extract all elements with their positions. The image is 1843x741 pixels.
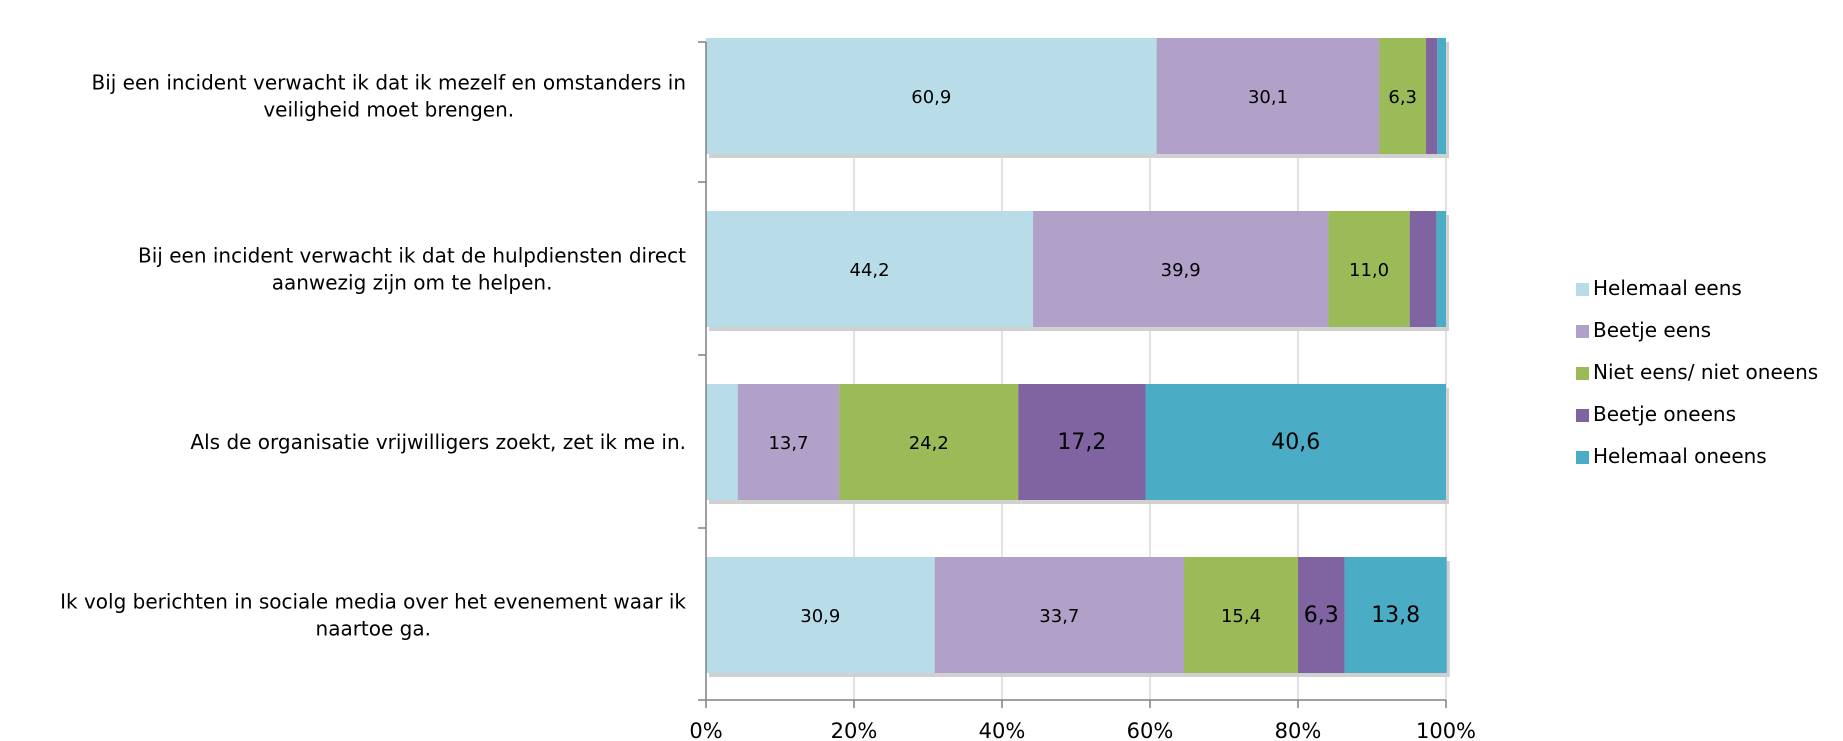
legend-label: Beetje oneens [1593,402,1736,426]
data-label: 15,4 [1221,606,1261,627]
bar-segment [1426,38,1438,154]
bar-segment [1437,38,1446,154]
x-tick-label: 100% [1416,719,1476,741]
bar-segment [706,38,1157,154]
data-label: 13,7 [768,433,808,454]
legend-swatch [1576,367,1589,380]
bar-segment [1436,211,1446,327]
bar-segment [1409,211,1437,327]
legend-swatch [1576,283,1589,296]
x-tick-labels: 0% 20% 40% 60% 80% 100% [689,719,1476,741]
data-label: 24,2 [909,433,949,454]
x-tick-label: 60% [1127,719,1174,741]
x-tick-label: 40% [979,719,1026,741]
data-label: 30,1 [1248,87,1288,108]
bar-segment [1156,38,1380,154]
legend-swatch [1576,451,1589,464]
x-tick-label: 80% [1275,719,1322,741]
data-label: 11,0 [1349,260,1389,281]
bars: 60,9 30,1 6,3 44,2 39,9 11,0 13,7 24,2 17,2 40,6 3… [706,38,1450,677]
bar-segment [706,384,738,500]
data-label: 39,9 [1161,260,1201,281]
category-label: veiligheid moet brengen. [263,98,514,122]
category-label: Als de organisatie vrijwilligers zoekt, … [190,430,686,454]
bar-segment [1328,211,1410,327]
bar-segment [1184,557,1298,673]
legend-label: Helemaal oneens [1593,444,1767,468]
bar-segment [1033,211,1329,327]
data-label: 13,8 [1371,603,1420,628]
data-label: 44,2 [850,260,890,281]
legend-swatch [1576,325,1589,338]
legend-swatch [1576,409,1589,422]
category-label: naartoe ga. [316,617,431,641]
category-label: aanwezig zijn om te helpen. [272,271,553,295]
data-label: 17,2 [1057,430,1106,455]
bar-segment [737,384,840,500]
legend: Helemaal eens Beetje eens Niet eens/ niet … [1576,276,1818,468]
data-label: 40,6 [1271,430,1320,455]
bar-segment [1145,384,1446,500]
category-labels: Bij een incident verwacht ik dat ik meze… [60,71,686,641]
bar-segment [706,211,1034,327]
data-label: 33,7 [1039,606,1079,627]
legend-label: Niet eens/ niet oneens [1593,360,1818,384]
category-label: Ik volg berichten in sociale media over … [60,590,686,614]
category-label: Bij een incident verwacht ik dat de hulp… [138,244,686,268]
bar-segment [1344,557,1447,673]
x-tick-label: 20% [831,719,878,741]
legend-label: Beetje eens [1593,318,1711,342]
x-tick-label: 0% [689,719,722,741]
data-label: 6,3 [1304,603,1339,628]
bar-segment [1298,557,1345,673]
bar-segment [934,557,1185,673]
data-label: 6,3 [1388,87,1417,108]
bar-segment [839,384,1019,500]
axes [698,41,1447,708]
bar-segment [1379,38,1427,154]
category-label: Bij een incident verwacht ik dat ik meze… [91,71,686,95]
legend-label: Helemaal eens [1593,276,1742,300]
data-label: 60,9 [911,87,951,108]
bar-segment [1018,384,1146,500]
data-label: 30,9 [800,606,840,627]
bar-segment [706,557,935,673]
